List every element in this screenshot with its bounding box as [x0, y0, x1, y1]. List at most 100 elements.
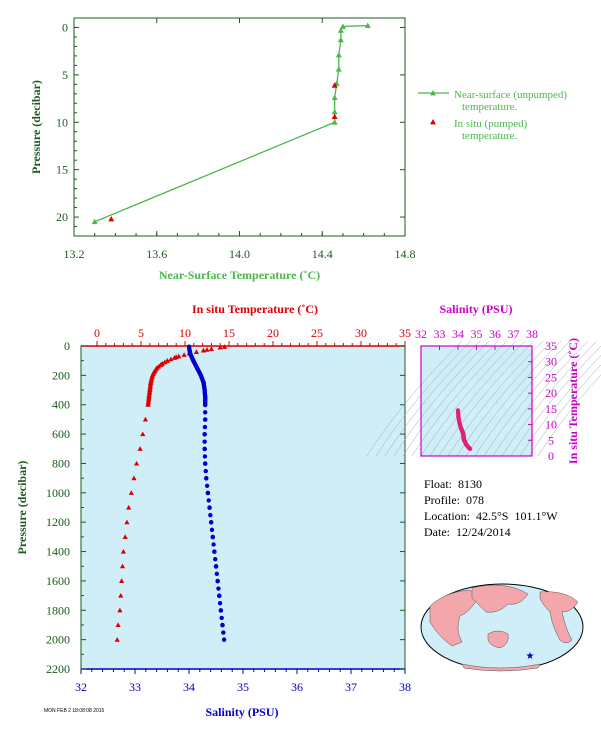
pressure-tick-label: 200: [52, 368, 70, 382]
salinity-point-dense: [203, 461, 208, 466]
density-contour: [519, 354, 601, 457]
legend-marker-in-situ: [430, 119, 436, 125]
salinity-point-dense: [206, 498, 211, 503]
sal-tick-label: 32: [75, 680, 87, 694]
salinity-point-dense: [204, 476, 209, 481]
salinity-point-dense: [211, 542, 216, 547]
temperature-point: [134, 460, 140, 466]
temp-tick-label: 5: [138, 326, 144, 340]
density-contour: [537, 374, 601, 457]
salinity-point-dense: [202, 424, 208, 430]
near-surface-point: [91, 218, 98, 225]
float-location-icon: ★: [526, 651, 535, 662]
salinity-point-dense: [208, 520, 214, 525]
salinity-point-dense: [210, 534, 215, 540]
temp-tick-label: 0: [94, 326, 100, 340]
legend-label-near-surface: Near-surface (unpumped): [454, 89, 567, 101]
temperature-point: [124, 519, 130, 525]
top-x-tick-label: 14.4: [312, 247, 333, 261]
salinity-point-dense: [218, 608, 224, 613]
temperature-point-dense: [208, 346, 214, 352]
top-y-tick-label: 5: [62, 68, 68, 82]
top-plot-frame: [73, 17, 406, 237]
salinity-point-dense: [204, 483, 210, 488]
pressure-tick-label: 1000: [46, 486, 70, 500]
main-plot-frame: [80, 345, 406, 670]
salinity-point-dense: [202, 432, 207, 437]
temp-tick-label: 35: [399, 326, 411, 340]
map-land-asia: [471, 584, 529, 613]
ts-temp-tick-label: 10: [545, 418, 557, 432]
ts-sal-tick-label: 34: [452, 327, 464, 341]
temperature-point-dense: [181, 352, 187, 357]
legend-label-in-situ: In situ (pumped): [454, 118, 528, 130]
near-surface-point: [331, 94, 338, 101]
density-contour: [429, 340, 526, 457]
ts-temp-tick-label: 20: [545, 386, 557, 400]
ts-temp-tick-label: 0: [548, 449, 554, 463]
temperature-point: [140, 431, 146, 437]
world-map: ★: [420, 583, 584, 672]
pressure-tick-label: 600: [52, 427, 70, 441]
date: Date: 12/24/2014: [424, 525, 511, 539]
salinity-point: [221, 637, 227, 642]
ts-temp-tick-label: 5: [548, 433, 554, 447]
near-surface-point: [335, 51, 342, 58]
ts-sal-tick-label: 37: [508, 327, 520, 341]
salinity-point-dense: [202, 454, 208, 459]
ts-sal-axis-label: Salinity (PSU): [439, 302, 512, 316]
legend-label-in-situ-2: temperature.: [462, 130, 518, 142]
temp-tick-label: 15: [223, 326, 235, 340]
density-contour: [375, 340, 472, 457]
sal-tick-label: 33: [129, 680, 141, 694]
salinity-point-dense: [205, 490, 211, 496]
temperature-point-dense: [217, 344, 223, 350]
near-surface-point: [337, 27, 344, 33]
in-situ-point: [331, 82, 338, 88]
pressure-tick-label: 1600: [46, 574, 70, 588]
temperature-point-dense: [168, 356, 174, 362]
temperature-point: [137, 446, 143, 451]
ts-sal-tick-label: 33: [434, 327, 446, 341]
near-surface-chart: 13.2 13.6 14.0 14.4 14.8 0 5 10 15 20 Near-Surface…: [29, 17, 567, 282]
salinity-point-dense: [209, 527, 215, 533]
top-y-tick-label: 15: [56, 163, 68, 177]
salinity-point-dense: [202, 439, 207, 444]
temperature-point: [119, 578, 125, 583]
salinity-point-dense: [208, 512, 213, 518]
legend-label-near-surface-2: temperature.: [462, 101, 518, 113]
temperature-point: [118, 592, 124, 598]
temperature-point-dense: [193, 349, 200, 354]
salinity-point-dense: [220, 623, 225, 628]
ts-sal-tick-label: 32: [415, 327, 427, 341]
location: Location: 42.5°S 101.1°W: [424, 509, 558, 523]
ts-temp-tick-label: 15: [545, 402, 557, 416]
density-contour: [384, 340, 481, 457]
pressure-tick-label: 2000: [46, 633, 70, 647]
sal-tick-label: 38: [399, 680, 411, 694]
temperature-point: [126, 504, 132, 510]
pressure-tick-label: 400: [52, 398, 70, 412]
top-x-tick-label: 13.2: [64, 247, 85, 261]
density-contour: [465, 340, 562, 457]
temperature-point-dense: [176, 353, 182, 359]
temp-tick-label: 30: [355, 326, 367, 340]
ts-temp-tick-label: 35: [545, 339, 557, 353]
top-y-tick-label: 10: [56, 115, 68, 129]
salinity-point-dense: [219, 615, 224, 621]
near-surface-point: [337, 36, 344, 43]
temperature-point: [128, 490, 134, 495]
density-contour: [420, 340, 517, 457]
top-x-tick-label: 14.8: [395, 247, 416, 261]
ts-temp-tick-label: 30: [545, 355, 557, 369]
temperature-point-dense: [162, 359, 168, 365]
salinity-point-dense: [217, 593, 222, 599]
top-y-tick-label: 20: [56, 210, 68, 224]
salinity-point-dense: [213, 564, 219, 569]
pressure-axis-label: Pressure (decibar): [15, 461, 29, 555]
temperature-point: [131, 475, 137, 481]
temp-tick-label: 20: [267, 326, 279, 340]
salinity-point-dense: [203, 468, 208, 474]
